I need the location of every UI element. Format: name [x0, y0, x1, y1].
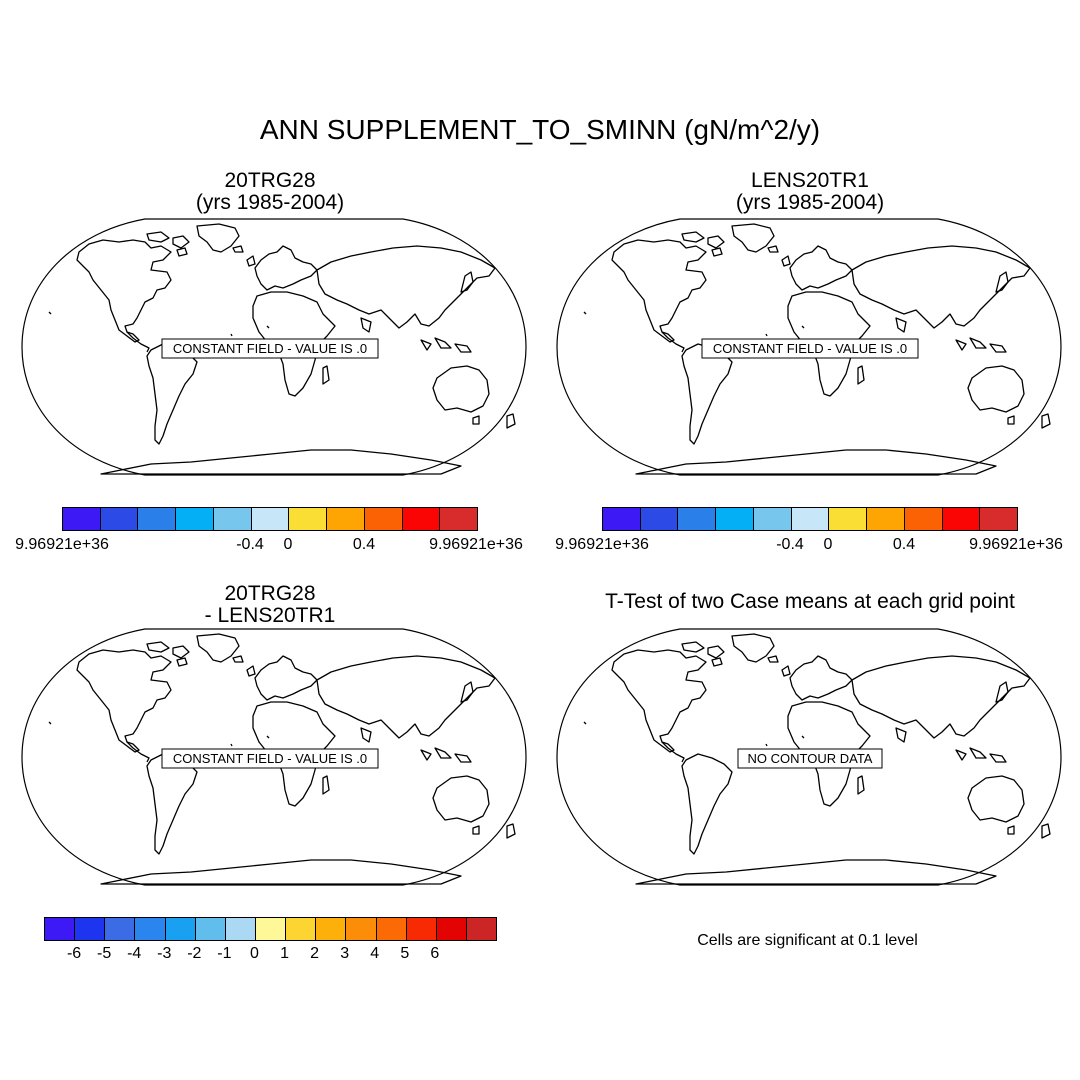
map-message: CONSTANT FIELD - VALUE IS .0 [173, 751, 367, 766]
colorbar-label: 0 [823, 536, 833, 553]
map-panel-case2: CONSTANT FIELD - VALUE IS .0 [556, 218, 1062, 476]
world-map: CONSTANT FIELD - VALUE IS .0 [556, 218, 1062, 476]
colorbar-label: 6 [430, 945, 440, 962]
panel-title-line1: T-Test of two Case means at each grid po… [605, 590, 1015, 613]
colorbar-swatch [829, 508, 868, 530]
colorbar-label: 0 [283, 536, 293, 553]
colorbar-swatch [346, 918, 377, 940]
colorbar-swatch [135, 918, 166, 940]
colorbar-swatch [316, 918, 347, 940]
message-box [161, 748, 379, 769]
colorbar-swatch [716, 508, 754, 530]
colorbar-swatch [75, 918, 106, 940]
panel-title-case2: LENS20TR1 (yrs 1985-2004) [630, 170, 990, 214]
map-panel-ttest: NO CONTOUR DATA [556, 628, 1062, 886]
colorbar-swatch [100, 508, 139, 530]
colorbar-swatch [327, 508, 365, 530]
colorbar-label: -4 [127, 945, 142, 962]
colorbar-swatch [466, 918, 497, 940]
colorbar-label: -6 [66, 945, 82, 962]
map-panel-case1: CONSTANT FIELD - VALUE IS .0 [21, 218, 527, 476]
colorbar-label: 0.4 [352, 536, 376, 553]
colorbar-label: -0.4 [776, 536, 804, 553]
message-box [161, 338, 379, 359]
colorbar-swatch [402, 508, 441, 530]
colorbar-swatch [980, 508, 1018, 530]
significance-note: Cells are significant at 0.1 level [697, 932, 918, 949]
colorbar-swatch [406, 918, 437, 940]
colorbar-label: 1 [280, 945, 289, 962]
colorbar-label: -2 [187, 945, 202, 962]
colorbar-swatch [255, 918, 287, 940]
colorbar-swatch [63, 508, 101, 530]
panel-title-line2: (yrs 1985-2004) [735, 191, 885, 214]
colorbar-swatch [195, 918, 226, 940]
map-message: NO CONTOUR DATA [748, 751, 873, 766]
colorbar-label: 3 [340, 945, 350, 962]
panel-title-line1: 20TRG28 [224, 169, 316, 192]
colorbar-swatch [904, 508, 943, 530]
colorbar-case2 [602, 507, 1018, 531]
map-panel-difference: CONSTANT FIELD - VALUE IS .0 [21, 628, 527, 886]
colorbar-label: 4 [370, 945, 380, 962]
panel-title-line2: (yrs 1985-2004) [195, 191, 345, 214]
colorbar-swatch [138, 508, 177, 530]
panel-title-ttest: T-Test of two Case means at each grid po… [555, 591, 1065, 613]
panel-title-line1: 20TRG28 [224, 582, 316, 605]
map-message: CONSTANT FIELD - VALUE IS .0 [173, 341, 367, 356]
colorbar-swatch [867, 508, 905, 530]
panel-title-line1: LENS20TR1 [751, 169, 869, 192]
message-box [701, 338, 919, 359]
colorbar-label: -1 [217, 945, 232, 962]
colorbar-swatch [753, 508, 792, 530]
colorbar-label: 0.4 [892, 536, 916, 553]
colorbar-swatch [105, 918, 136, 940]
colorbar-swatch [176, 508, 214, 530]
panel-title-line2: - LENS20TR1 [204, 604, 336, 627]
colorbar-label: -5 [97, 945, 112, 962]
panel-title-difference: 20TRG28 - LENS20TR1 [90, 583, 450, 627]
world-map: CONSTANT FIELD - VALUE IS .0 [21, 218, 527, 476]
colorbar-label: 9.96921e+36 [555, 536, 649, 553]
colorbar-swatch [436, 918, 467, 940]
figure-title: ANN SUPPLEMENT_TO_SMINN (gN/m^2/y) [259, 114, 821, 145]
colorbar-swatch [289, 508, 328, 530]
colorbar-difference [44, 917, 497, 941]
colorbar-swatch [791, 508, 830, 530]
colorbar-label: 5 [400, 945, 410, 962]
colorbar-label: 9.96921e+36 [969, 536, 1063, 553]
colorbar-swatch [251, 508, 290, 530]
colorbar-swatch [165, 918, 196, 940]
colorbar-swatch [603, 508, 641, 530]
colorbar-label: -0.4 [236, 536, 264, 553]
world-map: NO CONTOUR DATA [556, 628, 1062, 886]
colorbar-case1 [62, 507, 478, 531]
colorbar-swatch [640, 508, 679, 530]
world-map: CONSTANT FIELD - VALUE IS .0 [21, 628, 527, 886]
colorbar-swatch [45, 918, 76, 940]
colorbar-label: 9.96921e+36 [15, 536, 109, 553]
colorbar-label: 9.96921e+36 [429, 536, 523, 553]
colorbar-swatch [942, 508, 981, 530]
colorbar-swatch [678, 508, 717, 530]
map-message: CONSTANT FIELD - VALUE IS .0 [713, 341, 907, 356]
panel-title-case1: 20TRG28 (yrs 1985-2004) [90, 170, 450, 214]
colorbar-label: 2 [310, 945, 320, 962]
colorbar-swatch [364, 508, 403, 530]
colorbar-label: -3 [157, 945, 172, 962]
colorbar-label: 0 [250, 945, 259, 962]
colorbar-swatch [225, 918, 256, 940]
colorbar-swatch [440, 508, 478, 530]
colorbar-swatch [376, 918, 407, 940]
message-box [737, 748, 883, 769]
colorbar-swatch [213, 508, 252, 530]
colorbar-swatch [286, 918, 317, 940]
